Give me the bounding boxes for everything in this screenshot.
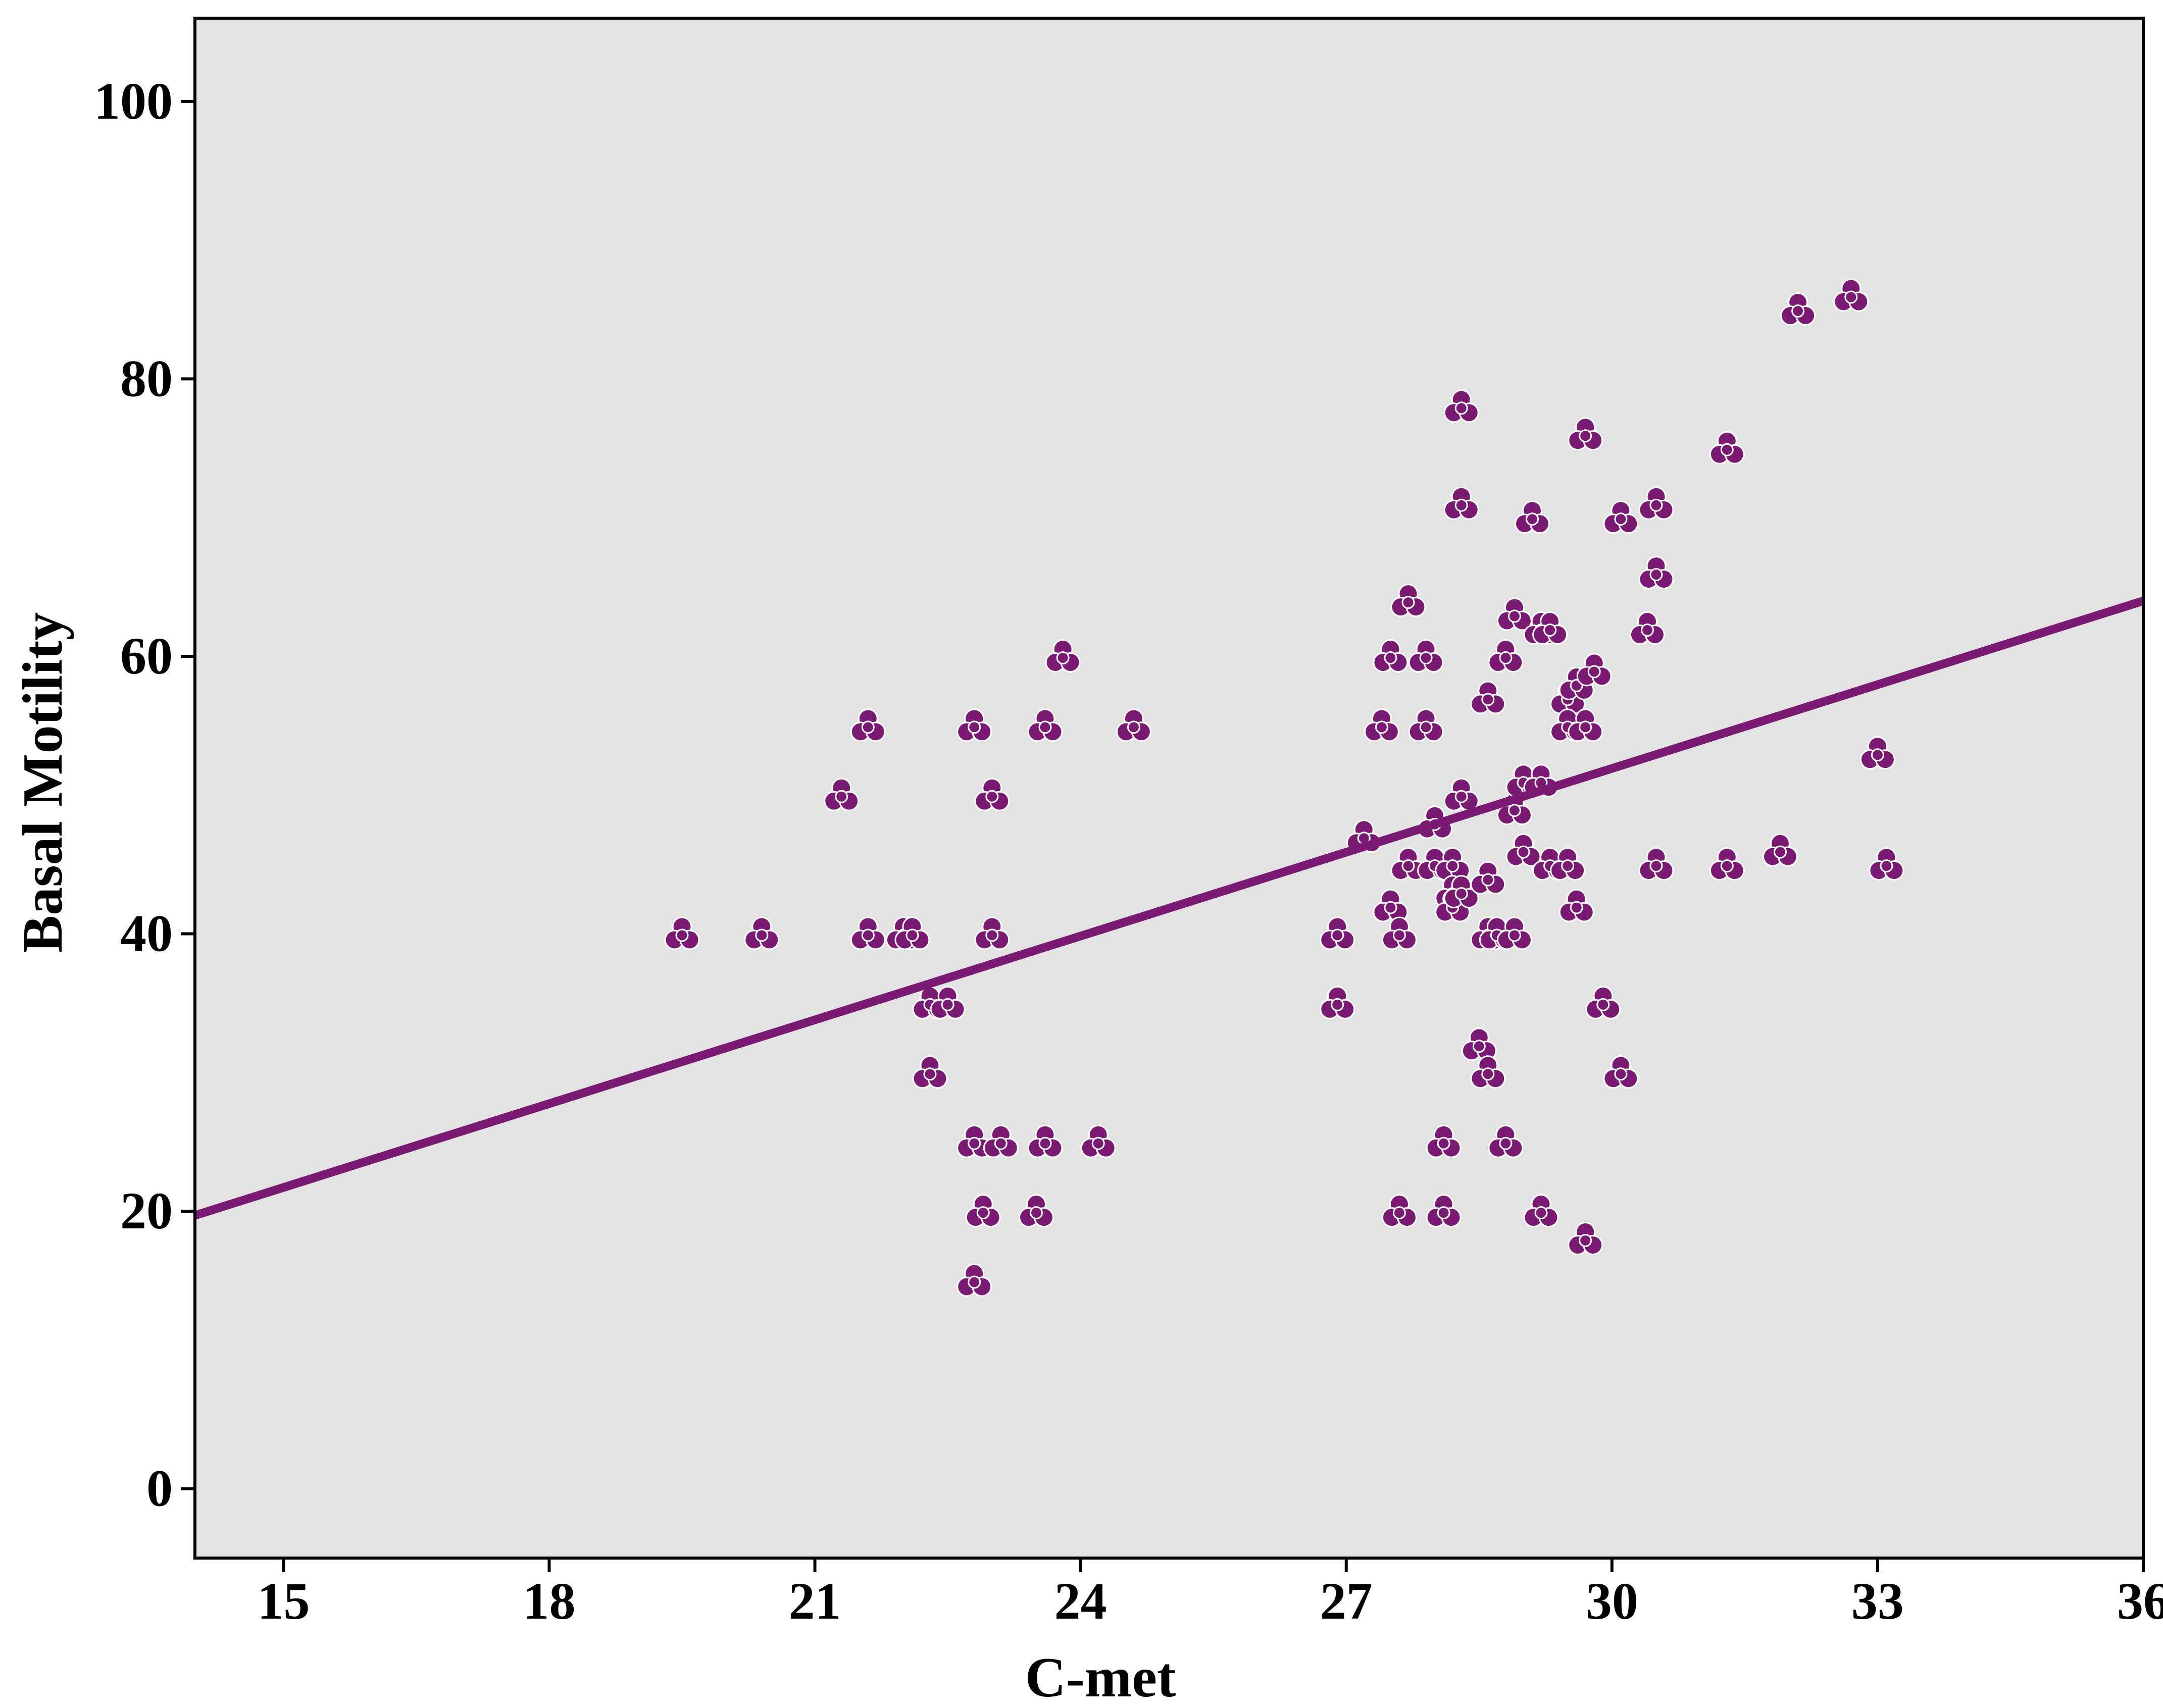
x-tick-label: 33: [1851, 1572, 1904, 1630]
x-tick-label: 24: [1054, 1572, 1107, 1630]
axes: 15 18 21 24 27 30 33 36 0 20 40 60 80 100: [94, 17, 2163, 1630]
y-tick-label: 100: [94, 72, 173, 130]
x-tick-label: 15: [257, 1572, 310, 1630]
x-tick-label: 21: [789, 1572, 841, 1630]
x-tick-label: 18: [523, 1572, 575, 1630]
x-tick-label: 36: [2117, 1572, 2163, 1630]
y-axis-title: Basal Motility: [12, 612, 74, 953]
plot-frame: [193, 17, 2145, 1560]
y-tick-label: 20: [120, 1182, 173, 1240]
x-tick-label: 27: [1320, 1572, 1373, 1630]
y-tick-label: 0: [146, 1460, 173, 1518]
y-tick-label: 40: [120, 905, 173, 963]
regression-line: [193, 596, 2145, 1220]
y-tick-label: 80: [120, 349, 173, 407]
x-tick-label: 30: [1586, 1572, 1638, 1630]
x-axis-title: C-met: [1025, 1646, 1176, 1708]
plot-area: [195, 18, 2143, 1558]
y-tick-label: 60: [120, 627, 173, 685]
